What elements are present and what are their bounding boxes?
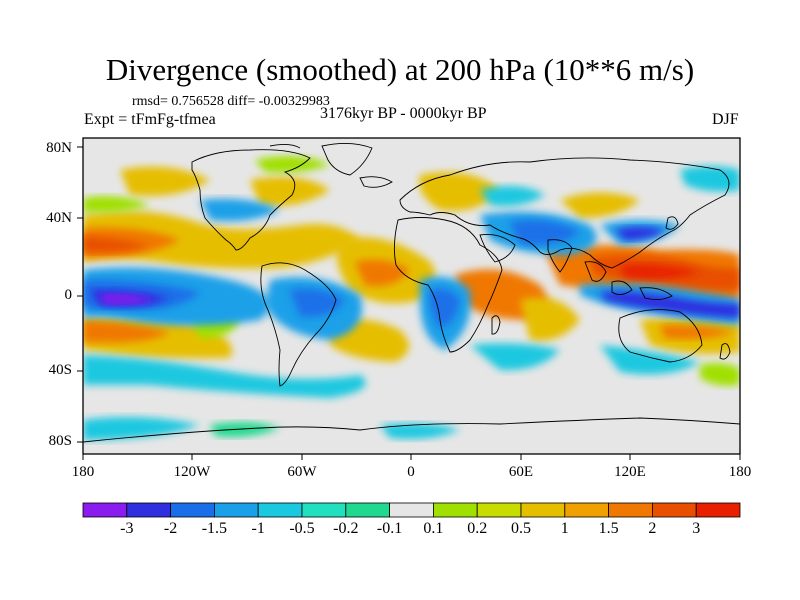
colorbar-label: -0.2 — [333, 520, 359, 537]
lon-label-180-west: 180 — [71, 464, 95, 480]
coastlines — [83, 143, 740, 443]
stats-text: rmsd= 0.756528 diff= -0.00329983 — [132, 94, 330, 109]
colorbar-label: 0.1 — [423, 520, 444, 537]
lon-label-0: 0 — [407, 464, 415, 480]
lon-label-60w: 60W — [287, 464, 317, 480]
colorbar-swatch — [608, 502, 653, 518]
lat-label-0: 0 — [64, 287, 73, 303]
colorbar-swatch — [520, 502, 566, 518]
colorbar-label: 0.5 — [511, 520, 531, 537]
colorbar-label: 0.2 — [467, 520, 488, 537]
experiment-label: Expt = tFmFg-tfmea — [84, 111, 216, 128]
colorbar — [82, 502, 741, 518]
colorbar-swatch — [82, 502, 128, 518]
colorbar-label: 3 — [692, 520, 701, 537]
period-label: 3176kyr BP - 0000kyr BP — [320, 105, 487, 122]
latitude-ticks — [77, 146, 83, 443]
colorbar-swatch — [213, 502, 259, 518]
colorbar-swatch — [126, 502, 172, 518]
colorbar-swatch — [345, 502, 390, 518]
colorbar-label: -0.1 — [376, 520, 403, 537]
lon-label-120e: 120E — [614, 464, 646, 480]
colorbar-label: 2 — [648, 520, 657, 537]
colorbar-swatch — [170, 502, 215, 518]
colorbar-swatch — [652, 502, 697, 518]
colorbar-label: 1 — [560, 520, 569, 537]
lat-label-80n: 80N — [46, 140, 72, 156]
colorbar-label: -3 — [120, 520, 134, 537]
colorbar-label: 1.5 — [598, 520, 619, 537]
longitude-ticks — [82, 454, 741, 460]
map-title: Divergence (smoothed) at 200 hPa (10**6 … — [105, 52, 695, 87]
colorbar-swatch — [695, 502, 741, 518]
colorbar-swatch — [432, 502, 478, 518]
lat-label-40n: 40N — [46, 210, 72, 226]
colorbar-swatch — [476, 502, 522, 518]
colorbar-label: -0.5 — [289, 520, 315, 537]
season-label: DJF — [712, 111, 739, 128]
colorbar-swatch — [564, 502, 609, 518]
lon-label-120w: 120W — [173, 464, 211, 480]
colorbar-swatch — [257, 502, 303, 518]
colorbar-swatch — [301, 502, 347, 518]
lat-label-40s: 40S — [48, 362, 72, 378]
lat-label-80s: 80S — [48, 433, 72, 449]
colorbar-label: -1 — [251, 520, 265, 537]
lon-label-60e: 60E — [508, 464, 534, 480]
colorbar-swatch — [389, 502, 434, 518]
colorbar-label: -2 — [163, 520, 178, 537]
colorbar-label: -1.5 — [201, 520, 228, 537]
divergence-field — [83, 156, 740, 440]
lon-label-180-east: 180 — [728, 464, 752, 480]
